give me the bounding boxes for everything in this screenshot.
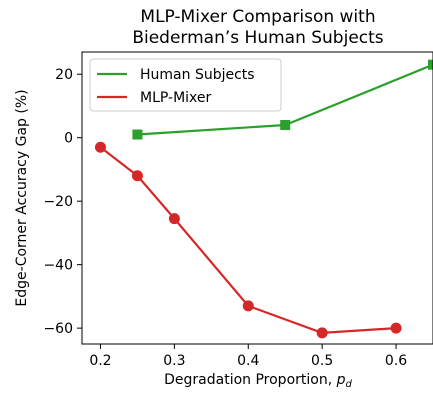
series-layer	[94, 59, 433, 339]
legend-label-human-subjects: Human Subjects	[140, 67, 255, 83]
x-axis-label: Degradation Proportion, pd	[164, 372, 352, 390]
chart-title-line-2: Biederman’s Human Subjects	[132, 28, 383, 48]
data-point-mlp-mixer-2	[168, 213, 180, 225]
x-axis: 0.2 0.3 0.4 0.5 0.6	[89, 344, 407, 369]
y-tick-label-0: 20	[55, 67, 73, 83]
x-tick-label-2: 0.4	[237, 353, 259, 369]
x-axis-label-subscript: d	[346, 379, 353, 390]
data-point-human-subjects-1	[280, 120, 291, 130]
data-point-human-subjects-0	[132, 129, 143, 140]
chart-title: MLP-Mixer Comparison with Biederman’s Hu…	[132, 7, 383, 48]
data-point-mlp-mixer-3	[242, 300, 254, 312]
y-tick-label-4: −60	[43, 321, 73, 337]
y-tick-label-2: −20	[43, 194, 73, 210]
chart-title-line-1: MLP-Mixer Comparison with	[140, 7, 375, 27]
plot-area	[81, 51, 433, 345]
x-axis-label-text: Degradation Proportion,	[164, 372, 336, 388]
legend-box	[89, 58, 282, 112]
data-point-human-subjects-2	[428, 59, 433, 70]
x-tick-label-0: 0.2	[89, 353, 111, 369]
y-axis-label: Edge-Corner Accuracy Gap (%)	[14, 89, 30, 306]
data-point-mlp-mixer-5	[390, 322, 402, 334]
y-tick-label-1: 0	[64, 131, 73, 147]
legend-label-mlp-mixer: MLP-Mixer	[140, 90, 212, 106]
y-axis: 20 0 −20 −40 −60	[43, 67, 82, 337]
series-line-mlp-mixer	[99, 146, 397, 335]
x-tick-label-4: 0.6	[385, 353, 407, 369]
data-point-mlp-mixer-0	[94, 141, 106, 153]
data-point-mlp-mixer-1	[131, 170, 143, 182]
legend: Human Subjects MLP-Mixer	[89, 58, 282, 112]
y-tick-label-3: −40	[43, 258, 73, 274]
x-tick-label-3: 0.5	[311, 353, 333, 369]
x-axis-label-symbol: p	[336, 372, 346, 388]
x-tick-label-1: 0.3	[163, 353, 185, 369]
data-point-mlp-mixer-4	[316, 327, 328, 339]
